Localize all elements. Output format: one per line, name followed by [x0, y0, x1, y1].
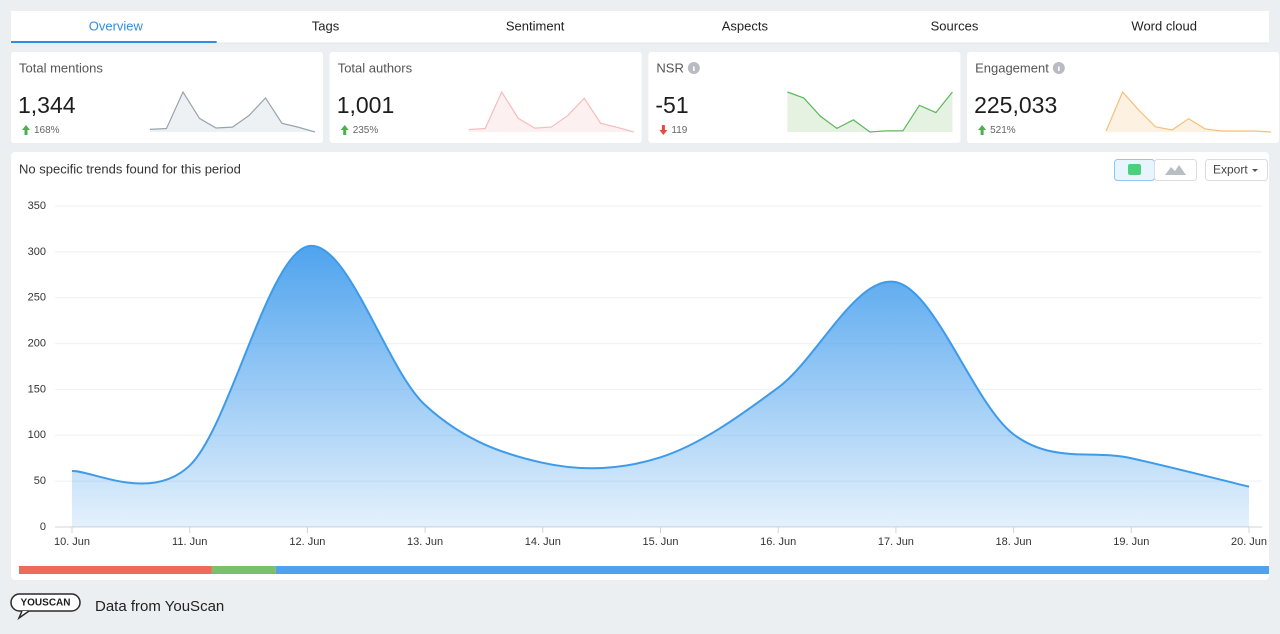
- area: [72, 245, 1249, 528]
- info-glyph: [1058, 66, 1060, 71]
- card-value: 1,344: [18, 92, 76, 118]
- sparkline-area: [1106, 92, 1272, 132]
- card-title: Total authors: [338, 60, 413, 75]
- x-tick-label: 20. Jun: [1231, 536, 1267, 548]
- x-tick-label: 18. Jun: [996, 536, 1032, 548]
- trend-arrow: [340, 125, 349, 135]
- sparkline-area: [787, 92, 953, 132]
- tab[interactable]: Aspects: [722, 18, 769, 33]
- sparkline: [468, 90, 634, 133]
- sparkline-area: [468, 92, 634, 132]
- y-tick-label: 0: [40, 521, 46, 533]
- sparkline: [787, 91, 953, 133]
- tab-bar: [11, 11, 1269, 43]
- chart-title: No specific trends found for this period: [19, 161, 241, 176]
- card-change: 521%: [990, 125, 1016, 136]
- info-glyph: [693, 66, 695, 71]
- tab[interactable]: Sentiment: [506, 18, 565, 33]
- x-tick-label: 12. Jun: [289, 536, 325, 548]
- sentiment-segment: [19, 566, 212, 574]
- logo: YOUSCAN: [10, 593, 81, 621]
- y-tick-label: 300: [28, 246, 46, 258]
- card-change: 235%: [353, 125, 379, 136]
- dropdown-caret: [1252, 169, 1258, 172]
- y-tick-label: 50: [34, 475, 46, 487]
- line: [71, 245, 1250, 488]
- mountain-icon: [1165, 165, 1186, 175]
- y-tick-label: 200: [28, 337, 46, 349]
- card-title: Engagement: [975, 60, 1049, 75]
- x-tick-label: 17. Jun: [878, 536, 914, 548]
- tab[interactable]: Tags: [312, 18, 340, 33]
- sparkline: [1105, 90, 1272, 133]
- export-label[interactable]: Export: [1213, 163, 1248, 177]
- trend-arrow: [978, 125, 987, 135]
- card-title: Total mentions: [19, 60, 103, 75]
- tab[interactable]: Sources: [931, 18, 979, 33]
- logo-tail: [17, 610, 30, 621]
- y-tick-label: 150: [28, 383, 46, 395]
- trend-arrow: [659, 125, 668, 135]
- card-value: 1,001: [337, 92, 395, 118]
- logo-text: YOUSCAN: [20, 598, 70, 609]
- x-tick-label: 16. Jun: [760, 536, 796, 548]
- x-tick-label: 11. Jun: [172, 536, 207, 548]
- area-icon: [1128, 164, 1141, 175]
- sparkline-area: [150, 92, 315, 132]
- sentiment-segment: [211, 566, 276, 574]
- y-tick-label: 350: [28, 200, 46, 212]
- card-value: 225,033: [974, 92, 1057, 118]
- tab[interactable]: Word cloud: [1131, 18, 1197, 33]
- trend-arrow: [22, 125, 30, 135]
- card-value: -51: [655, 92, 688, 118]
- x-tick-label: 14. Jun: [525, 536, 561, 548]
- y-tick-label: 100: [28, 429, 46, 441]
- metric-card: [648, 52, 961, 143]
- footer-text: Data from YouScan: [95, 598, 224, 615]
- card-change: 119: [671, 125, 687, 136]
- x-tick-label: 15. Jun: [642, 536, 678, 548]
- x-tick-label: 13. Jun: [407, 536, 443, 548]
- tab-underline: [11, 41, 217, 43]
- export-button[interactable]: [1205, 159, 1268, 181]
- sparkline: [149, 90, 316, 133]
- tab[interactable]: Overview: [89, 18, 144, 33]
- line-view-button[interactable]: [1154, 159, 1197, 181]
- x-tick-label: 10. Jun: [54, 536, 90, 548]
- logo-bubble: [10, 593, 81, 612]
- sentiment-segment: [275, 566, 1270, 574]
- card-title: NSR: [656, 60, 683, 75]
- x-tick-label: 19. Jun: [1113, 536, 1149, 548]
- card-change: 168%: [34, 125, 60, 136]
- y-tick-label: 250: [28, 292, 46, 304]
